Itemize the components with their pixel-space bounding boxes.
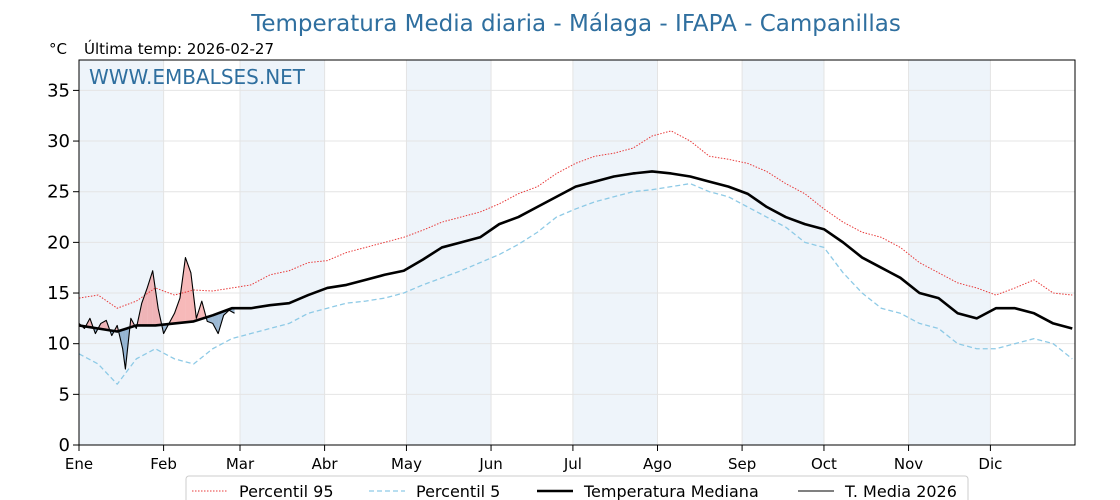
series-p5-line [78, 182, 1073, 385]
x-tick-label: May [391, 455, 422, 473]
x-tick-label: Oct [811, 455, 837, 473]
y-tick-label: 25 [47, 182, 70, 203]
unit-label: °C [49, 40, 67, 58]
x-tick-label: Dic [978, 455, 1002, 473]
y-tick-label: 20 [47, 232, 70, 253]
month-band [742, 60, 824, 445]
y-tick-label: 10 [47, 334, 70, 355]
series-lines [78, 130, 1073, 385]
y-tick-label: 15 [47, 283, 70, 304]
legend-label-2026: T. Media 2026 [844, 482, 957, 500]
anomaly-area [174, 298, 180, 324]
month-band [79, 60, 164, 445]
x-tick-label: Nov [894, 455, 923, 473]
month-band [572, 60, 658, 445]
y-tick-label: 0 [59, 435, 70, 456]
y-tick-label: 30 [47, 131, 70, 152]
month-bands [79, 60, 991, 445]
month-band [908, 60, 991, 445]
anomaly-area [152, 270, 159, 326]
grid-lines [78, 60, 1075, 446]
legend-label-p5: Percentil 5 [416, 482, 500, 500]
month-band [239, 60, 325, 445]
anomaly-area [122, 328, 126, 370]
anomaly-area [185, 257, 191, 323]
anomaly-area [179, 257, 186, 323]
last-temp-label: Última temp: 2026-02-27 [84, 39, 274, 58]
legend-label-p95: Percentil 95 [239, 482, 334, 500]
series-median-line [78, 170, 1073, 333]
watermark: WWW.EMBALSES.NET [89, 65, 306, 89]
chart-title: Temperatura Media diaria - Málaga - IFAP… [250, 11, 901, 37]
x-tick-label: Mar [226, 455, 255, 473]
x-tick-label: Ene [65, 455, 93, 473]
x-tick-label: Abr [312, 455, 339, 473]
x-tick-label: Feb [150, 455, 177, 473]
y-tick-label: 35 [47, 80, 70, 101]
legend: Percentil 95 Percentil 5 Temperatura Med… [185, 475, 969, 500]
x-tick-label: Sep [728, 455, 756, 473]
x-tick-label: Jul [563, 455, 582, 473]
series-2026-line [78, 257, 235, 370]
x-tick-label: Ago [643, 455, 672, 473]
anomaly-area [212, 313, 219, 334]
y-tick-label: 5 [59, 384, 70, 405]
y-axis-ticks: 0 5 10 15 20 25 30 35 [47, 80, 79, 456]
series-p95-line [78, 130, 1073, 309]
month-band [406, 60, 492, 445]
legend-label-median: Temperatura Mediana [583, 482, 759, 500]
legend-box [185, 475, 969, 500]
anomaly-area [141, 287, 148, 326]
x-axis-ticks: Ene Feb Mar Abr May Jun Jul Ago Sep Oct Nov Dic [65, 445, 1002, 473]
x-tick-label: Jun [478, 455, 502, 473]
plot-frame [78, 59, 1076, 446]
